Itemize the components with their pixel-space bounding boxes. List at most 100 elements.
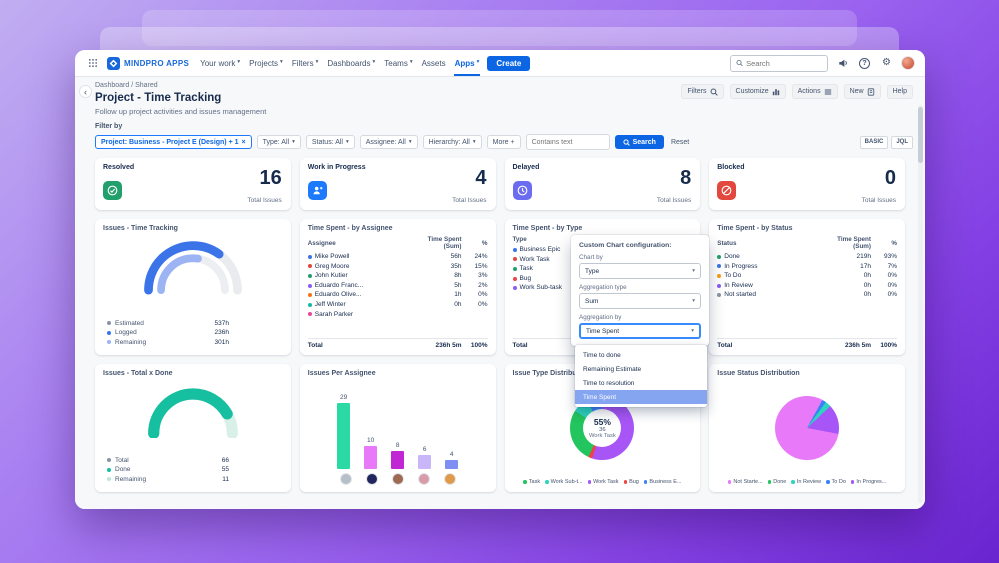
create-button[interactable]: Create: [487, 55, 531, 71]
aggregation-by-select[interactable]: Time Spent ▾: [579, 323, 701, 339]
table-row: Eduardo Franc... 5h 2%: [307, 281, 488, 291]
series-dot: [717, 283, 722, 288]
nav-item-dashboards[interactable]: Dashboards ▾: [327, 58, 376, 68]
nav-item-teams[interactable]: Teams ▾: [384, 58, 413, 68]
series-dot: [512, 257, 517, 262]
person-plus-icon: [307, 181, 327, 200]
search-button[interactable]: Search: [614, 135, 664, 149]
nav-item-your-work[interactable]: Your work ▾: [200, 58, 241, 68]
announcements-icon[interactable]: [835, 56, 850, 71]
chevron-down-icon: ▾: [692, 298, 695, 304]
dropdown-option[interactable]: Remaining Estimate: [583, 365, 642, 373]
jql-mode-button[interactable]: JQL: [891, 135, 913, 149]
nav-item-assets[interactable]: Assets: [421, 58, 446, 68]
hierarchy-filter-chip[interactable]: Hierarchy: All ▾: [422, 135, 482, 149]
table-header: Assignee Time Spent (Sum) %: [307, 236, 488, 250]
stats-row: Resolved 16 Total Issues Work in Progres…: [95, 158, 905, 210]
user-avatar[interactable]: [901, 56, 915, 70]
bar: [364, 446, 378, 469]
stat-card-delayed: Delayed 8 Total Issues: [504, 158, 701, 210]
bar: [418, 455, 432, 469]
dropdown-option[interactable]: Time to done: [583, 351, 621, 359]
collapse-sidebar-button[interactable]: ‹: [79, 85, 92, 98]
global-search[interactable]: [730, 54, 828, 72]
series-dot: [307, 283, 312, 288]
page-header: Dashboard / Shared Project - Time Tracki…: [75, 77, 925, 116]
chevron-down-icon: ▾: [472, 139, 476, 145]
table-header: Type: [512, 236, 527, 243]
help-button[interactable]: Help: [886, 84, 913, 99]
contains-text-input[interactable]: [525, 134, 610, 150]
chart-config-popup: Custom Chart configuration: Chart by Typ…: [571, 235, 709, 346]
type-filter-chip[interactable]: Type: All ▾: [256, 135, 301, 149]
time-tracking-gauge: [103, 235, 283, 295]
legend-dot: [545, 480, 549, 484]
legend-dot: [107, 477, 111, 482]
chevron-down-icon: ▾: [292, 139, 295, 145]
assignee-avatars: [308, 471, 488, 486]
series-dot: [512, 247, 517, 252]
chart-by-select[interactable]: Type ▾: [579, 263, 701, 279]
app-logo-text: MINDPRO APPS: [124, 58, 190, 68]
aggregation-type-select[interactable]: Sum ▾: [579, 293, 701, 309]
legend-dot: [850, 480, 855, 484]
chevron-down-icon: ▾: [345, 139, 349, 145]
stat-card-resolved: Resolved 16 Total Issues: [95, 158, 291, 210]
menu-lines-icon: [824, 89, 831, 94]
breadcrumb[interactable]: Dashboard / Shared: [95, 82, 158, 89]
table-row: Work Sub-task: [512, 283, 693, 293]
table-total-row: Total 236h 5m 100%: [717, 338, 897, 349]
more-filters-chip[interactable]: More +: [486, 135, 521, 149]
filters-button[interactable]: Filters: [681, 84, 724, 99]
legend-dot: [767, 480, 772, 484]
nav-item-apps[interactable]: Apps ▾: [453, 58, 481, 76]
search-icon: [736, 59, 743, 67]
chevron-down-icon: ▾: [408, 139, 412, 145]
project-filter-chip[interactable]: Project: Business - Project E (Design) +…: [95, 135, 252, 149]
bar: [391, 451, 405, 469]
scrollbar-thumb[interactable]: [918, 107, 923, 163]
settings-gear-icon[interactable]: ⚙: [882, 57, 891, 68]
new-button[interactable]: New: [843, 84, 881, 99]
pie-chart: [717, 377, 897, 479]
chevron-down-icon: ▾: [691, 328, 694, 334]
search-input[interactable]: [746, 58, 822, 68]
app-switcher-icon[interactable]: [85, 56, 100, 71]
check-circle-icon: [103, 181, 122, 200]
clock-icon: [512, 181, 532, 200]
basic-mode-button[interactable]: BASIC: [859, 135, 889, 149]
app-logo[interactable]: MINDPRO APPS: [107, 56, 190, 70]
actions-button[interactable]: Actions: [791, 84, 838, 99]
scrollbar-track[interactable]: [918, 105, 923, 503]
status-filter-chip[interactable]: Status: All ▾: [305, 135, 355, 149]
page-subtitle: Follow up project activities and issues …: [95, 107, 267, 116]
assignee-filter-chip[interactable]: Assignee: All ▾: [359, 135, 418, 149]
nav-item-filters[interactable]: Filters ▾: [291, 58, 319, 68]
bar: [337, 403, 351, 469]
legend: Total 66 Done 55 Remaining 11: [107, 456, 229, 485]
reset-button[interactable]: Reset: [670, 138, 690, 146]
table-row: Greg Moore 35h 15%: [307, 262, 488, 272]
avatar: [365, 473, 378, 485]
table-row: Jeff Winter 0h 0%: [307, 300, 488, 310]
table-row: In Review 0h 0%: [717, 281, 897, 291]
series-dot: [717, 264, 722, 269]
legend-dot: [791, 480, 795, 484]
table-header: Status Time Spent (Sum) %: [717, 236, 897, 250]
avatar: [339, 473, 352, 485]
help-icon[interactable]: ?: [857, 56, 872, 71]
legend-dot: [107, 330, 111, 335]
card-issue-status-distribution: Issue Status Distribution Not Starte... …: [709, 364, 905, 492]
dropdown-option-selected[interactable]: Time Spent: [575, 390, 707, 404]
legend: Task Work Sub-t... Work Task Bug Busines…: [513, 479, 693, 486]
close-icon[interactable]: ×: [241, 138, 246, 146]
aggregation-by-dropdown: Time to done Remaining Estimate Time to …: [575, 345, 707, 407]
series-dot: [717, 293, 722, 298]
document-icon: [867, 87, 874, 96]
customize-button[interactable]: Customize: [729, 84, 786, 99]
nav-item-projects[interactable]: Projects ▾: [249, 58, 283, 68]
dropdown-option[interactable]: Time to resolution: [583, 379, 635, 387]
legend-dot: [107, 458, 111, 463]
table-row: Eduardo Olive... 1h 0%: [307, 290, 488, 300]
legend-dot: [587, 480, 592, 484]
